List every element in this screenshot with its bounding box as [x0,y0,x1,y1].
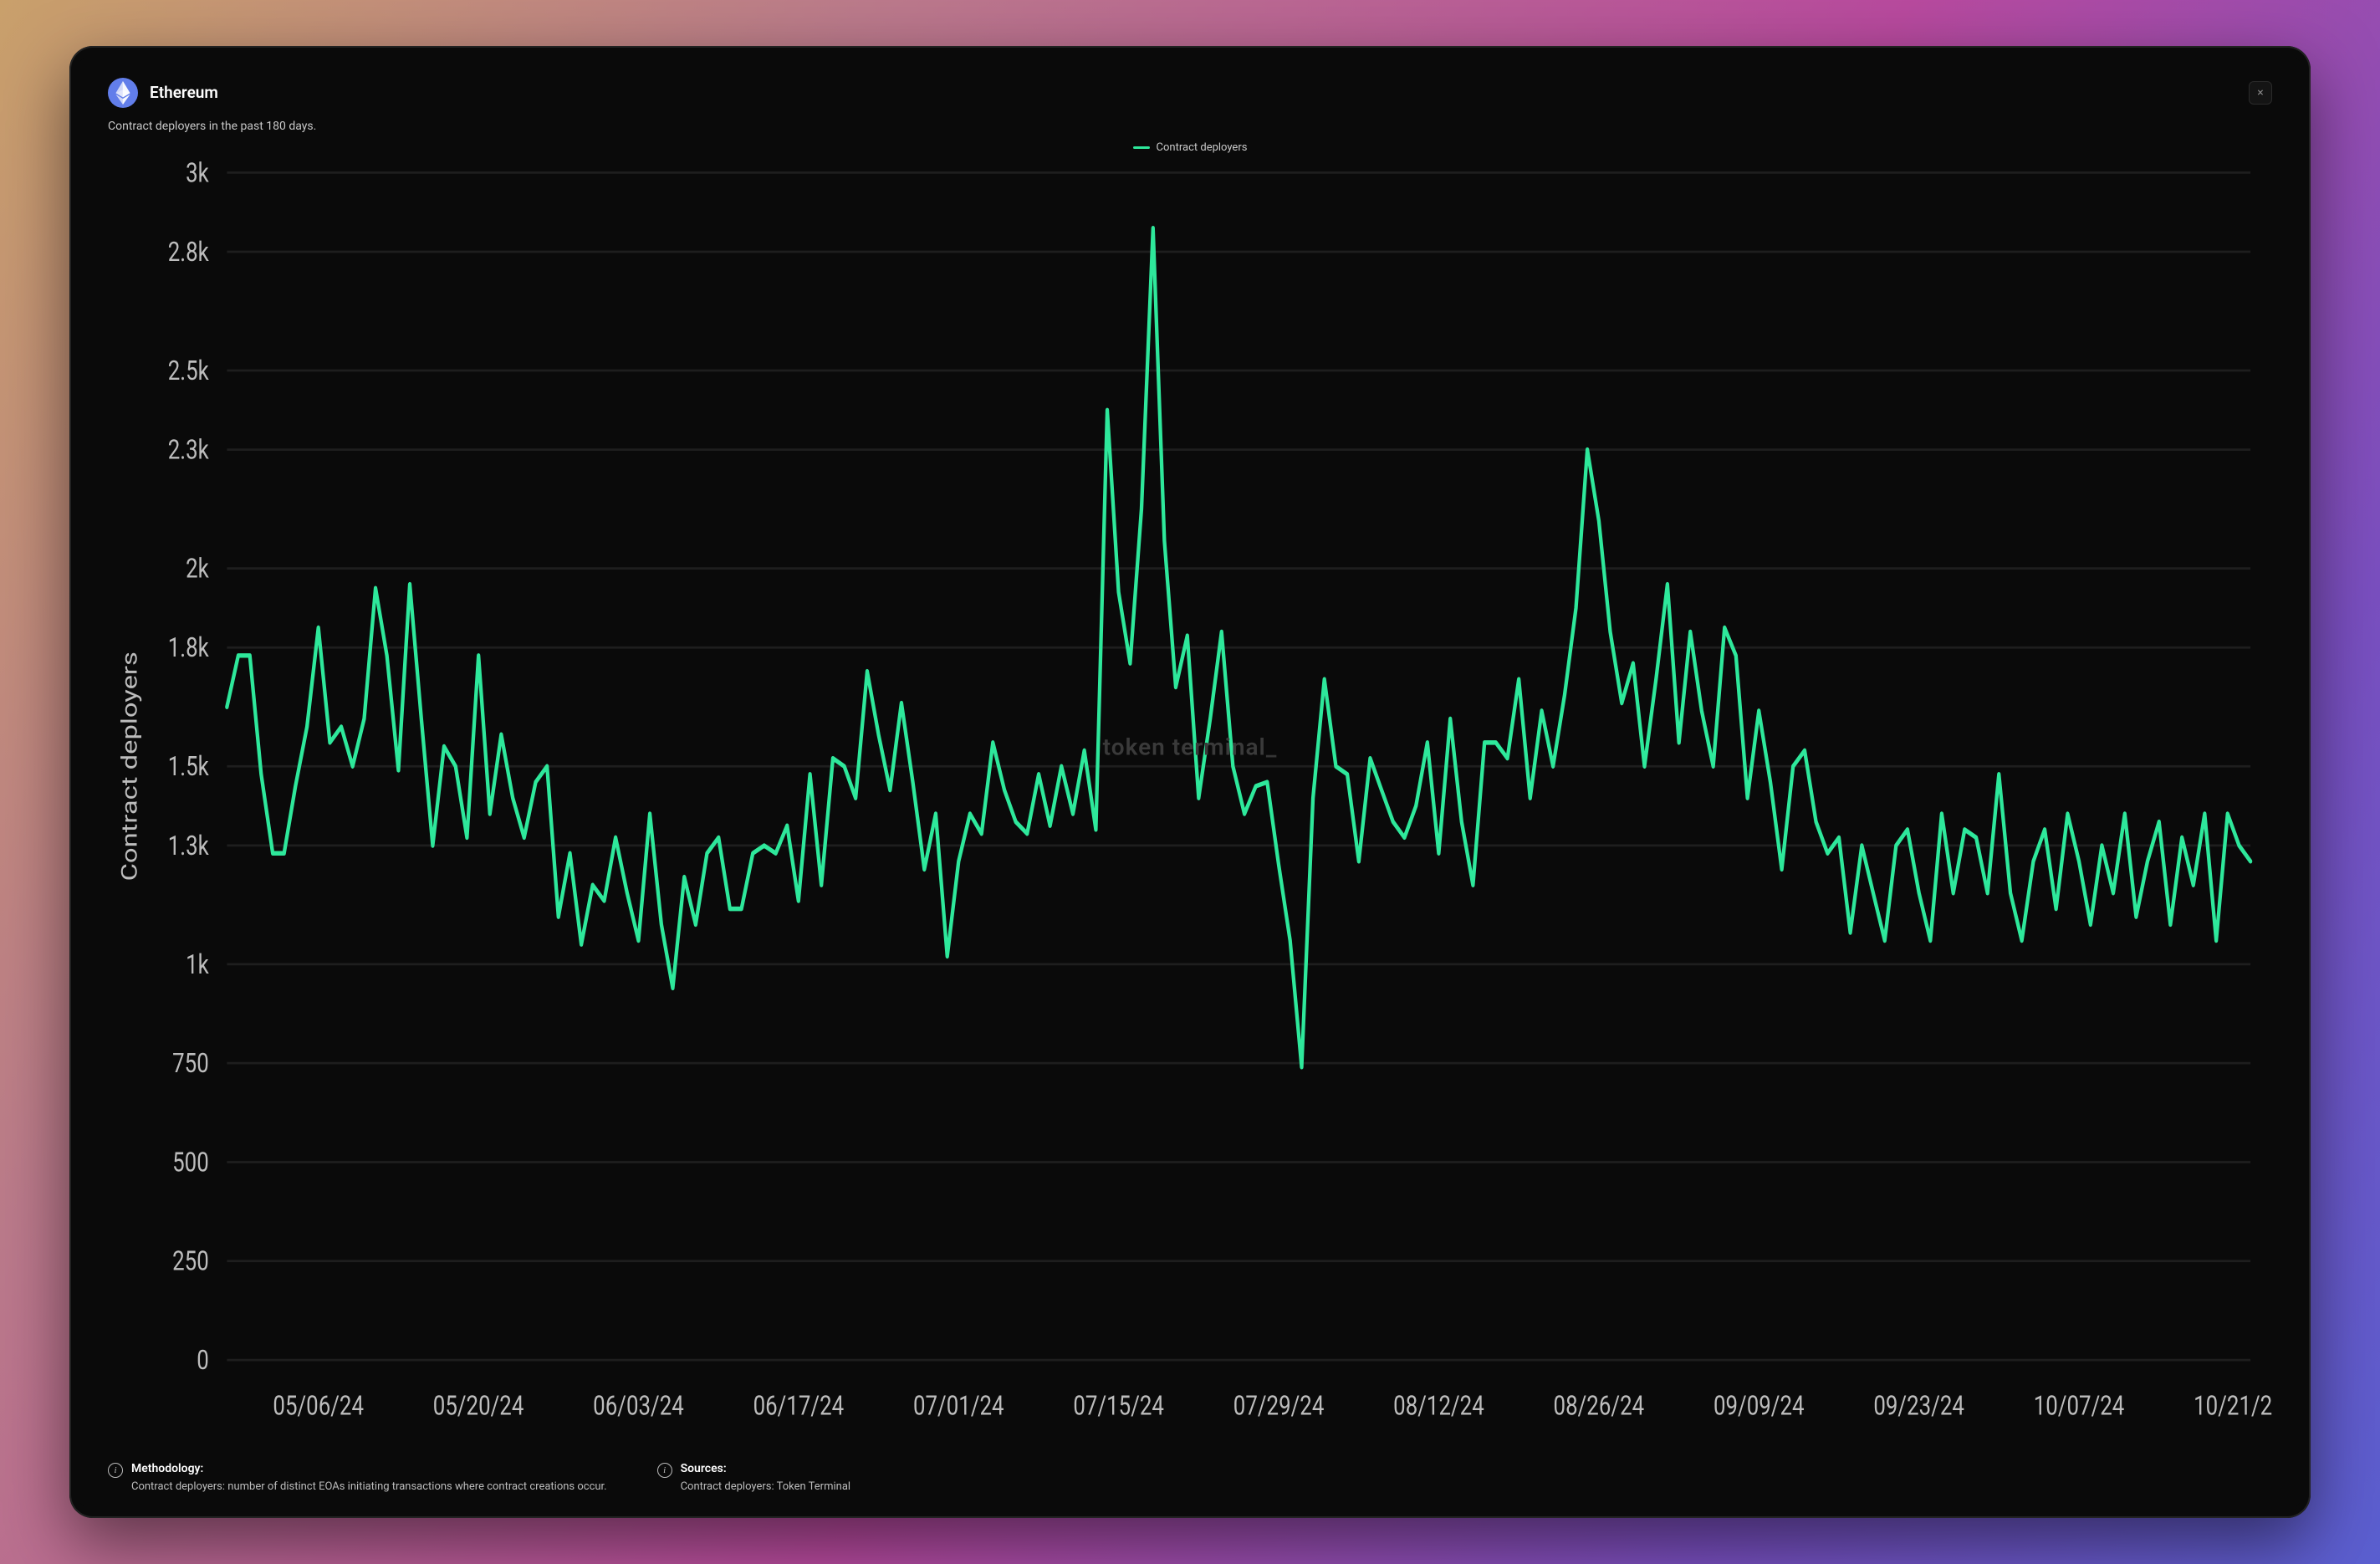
methodology-heading: Methodology: [131,1462,607,1475]
methodology-block: i Methodology: Contract deployers: numbe… [108,1462,607,1493]
svg-text:1.8k: 1.8k [168,632,209,664]
svg-text:Contract deployers: Contract deployers [118,652,143,881]
close-button[interactable]: × [2249,81,2272,105]
app-screen: Ethereum × Contract deployers in the pas… [78,54,2302,1510]
page-title: Ethereum [150,83,218,102]
svg-text:2.3k: 2.3k [168,434,209,466]
svg-text:09/09/24: 09/09/24 [1713,1390,1805,1422]
svg-text:3k: 3k [186,159,209,189]
svg-text:500: 500 [172,1147,209,1178]
sources-body: Contract deployers: Token Terminal [681,1480,850,1493]
svg-text:0: 0 [197,1345,209,1377]
sources-block: i Sources: Contract deployers: Token Ter… [657,1462,850,1493]
info-icon: i [657,1463,672,1478]
svg-text:08/12/24: 08/12/24 [1393,1390,1484,1422]
svg-text:09/23/24: 09/23/24 [1873,1390,1964,1422]
svg-text:10/21/24: 10/21/24 [2194,1390,2272,1422]
svg-text:750: 750 [172,1048,209,1080]
svg-text:2.5k: 2.5k [168,355,209,387]
svg-text:2k: 2k [186,553,209,585]
methodology-body: Contract deployers: number of distinct E… [131,1480,607,1493]
svg-text:2.8k: 2.8k [168,237,209,268]
sources-heading: Sources: [681,1462,850,1475]
svg-text:05/20/24: 05/20/24 [433,1390,524,1422]
svg-text:1k: 1k [186,948,209,980]
device-frame: Ethereum × Contract deployers in the pas… [69,46,2311,1519]
svg-text:250: 250 [172,1245,209,1277]
svg-text:06/03/24: 06/03/24 [593,1390,684,1422]
legend-label: Contract deployers [1157,141,1248,154]
header: Ethereum × [108,78,2272,108]
legend-swatch [1133,146,1150,149]
svg-text:07/29/24: 07/29/24 [1233,1390,1325,1422]
svg-text:07/15/24: 07/15/24 [1073,1390,1164,1422]
footer: i Methodology: Contract deployers: numbe… [108,1444,2272,1493]
subtitle: Contract deployers in the past 180 days. [108,120,2272,133]
svg-text:05/06/24: 05/06/24 [273,1390,364,1422]
svg-text:1.5k: 1.5k [168,751,209,783]
info-icon: i [108,1463,123,1478]
svg-text:08/26/24: 08/26/24 [1554,1390,1645,1422]
svg-text:10/07/24: 10/07/24 [2034,1390,2125,1422]
svg-text:06/17/24: 06/17/24 [753,1390,845,1422]
close-icon: × [2257,86,2263,100]
chart-legend: Contract deployers [108,141,2272,154]
line-chart: 0 250 500 750 1k 1.3k 1.5k 1.8k 2k 2.3k 2.5k 2.8k 3k… [108,159,2272,1438]
svg-text:1.3k: 1.3k [168,830,209,861]
ethereum-icon [108,78,138,108]
svg-text:07/01/24: 07/01/24 [913,1390,1004,1422]
chart-area: token terminal_ 02505007501k1.3k1.5k1.8k… [108,159,2272,1438]
